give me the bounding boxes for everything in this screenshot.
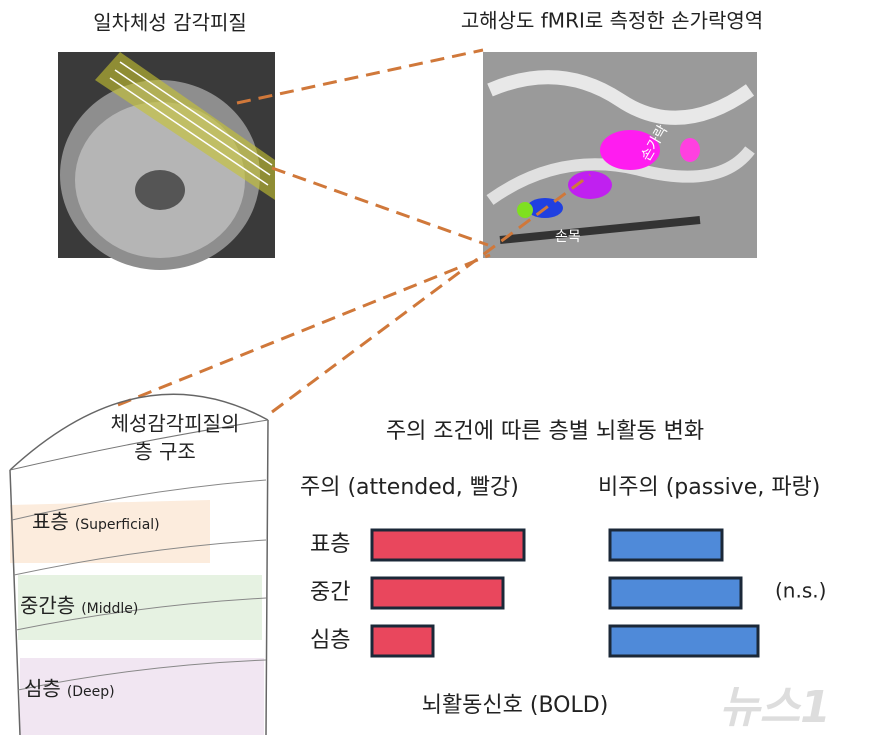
layer-english: (Superficial): [75, 517, 160, 533]
legend-entry: 비주의 (passive, 파랑): [598, 475, 820, 500]
layer-name: 심층: [24, 677, 61, 701]
connector: [117, 48, 591, 414]
bar: [370, 576, 505, 610]
fmri-image: [483, 52, 757, 258]
layer-diagram: [9, 393, 269, 736]
layer-english: (Deep): [67, 684, 115, 700]
image-title: 고해상도 fMRI로 측정한 손가락영역: [461, 9, 763, 33]
bar: [608, 528, 724, 562]
row-label: 중간: [310, 580, 350, 605]
layer-english: (Middle): [81, 601, 138, 617]
diagram-title: 층 구조: [134, 440, 196, 464]
mri-image: [58, 52, 275, 270]
image-label: 손목: [555, 229, 581, 245]
layer-name: 표층: [32, 510, 69, 534]
axis-label: 뇌활동신호 (BOLD): [422, 693, 609, 718]
row-label: 표층: [310, 532, 350, 557]
diagram-title: 체성감각피질의: [111, 412, 240, 436]
bars-title: 주의 조건에 따른 층별 뇌활동 변화: [386, 419, 704, 444]
bar: [370, 528, 526, 562]
bar: [608, 624, 760, 658]
watermark: 뉴스1: [719, 682, 831, 733]
image-title: 일차체성 감각피질: [93, 11, 247, 35]
row-label: 심층: [310, 628, 350, 653]
bar: [608, 576, 743, 610]
annotation: (n.s.): [775, 579, 826, 603]
legend-entry: 주의 (attended, 빨강): [300, 475, 519, 500]
bar: [370, 624, 435, 658]
layer-name: 중간층: [20, 594, 75, 618]
